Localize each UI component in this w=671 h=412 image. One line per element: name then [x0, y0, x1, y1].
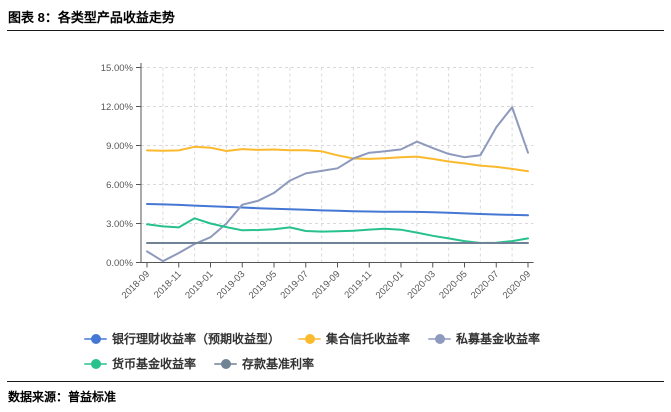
y-tick-label: 3.00%	[106, 219, 133, 230]
data-source-value: 普益标准	[68, 390, 117, 404]
y-tick-label: 15.00%	[101, 63, 134, 74]
legend-line-dot-icon	[428, 333, 452, 344]
chart-legend: 银行理财收益率（预期收益型） 集合信托收益率 私募基金收益率货币基金收益率 存款基准利…	[84, 330, 609, 372]
x-tick-label: 2020-03	[405, 269, 437, 301]
yield-trend-line-chart: 0.00%3.00%6.00%9.00%12.00%15.00%2018-09 2…	[101, 63, 534, 301]
legend-label: 银行理财收益率（预期收益型）	[112, 332, 281, 346]
legend-line-dot-icon	[84, 358, 107, 369]
series-line-3[interactable]	[146, 217, 529, 244]
figure-title: 图表 8：各类型产品收益走势	[8, 10, 175, 25]
legend-item-0[interactable]: 银行理财收益率（预期收益型）	[84, 330, 280, 347]
legend-line-dot-icon	[214, 358, 238, 369]
x-tick-label: 2019-09	[310, 269, 342, 301]
x-tick-label: 2019-07	[278, 269, 310, 301]
x-tick-label: 2020-07	[469, 269, 501, 301]
y-tick-label: 9.00%	[106, 141, 133, 152]
legend-line-dot-icon	[298, 333, 322, 344]
series-line-2[interactable]	[146, 106, 529, 263]
legend-item-4[interactable]: 存款基准利率	[214, 355, 314, 372]
footer-divider	[7, 381, 664, 382]
x-tick-label: 2018-11	[152, 269, 184, 301]
y-tick-label: 12.00%	[101, 102, 134, 113]
y-tick-label: 0.00%	[106, 258, 133, 269]
series-line-0[interactable]	[146, 203, 529, 217]
legend-item-3[interactable]: 货币基金收益率	[84, 355, 196, 372]
legend-line-dot-icon	[84, 333, 107, 344]
x-tick-label: 2019-01	[183, 269, 215, 301]
legend-label: 私募基金收益率	[456, 332, 541, 346]
x-tick-label: 2019-03	[215, 269, 247, 301]
y-tick-label: 6.00%	[106, 180, 133, 191]
x-tick-label: 2020-05	[437, 269, 469, 301]
legend-label: 集合信托收益率	[326, 332, 411, 346]
x-tick-label: 2018-09	[120, 269, 152, 301]
data-source-note: 数据来源：普益标准	[8, 388, 116, 405]
legend-label: 存款基准利率	[242, 357, 315, 371]
series-line-1[interactable]	[146, 145, 529, 173]
title-divider	[7, 30, 664, 31]
x-tick-label: 2020-09	[501, 269, 533, 301]
data-source-label: 数据来源：	[8, 390, 69, 404]
legend-label: 货币基金收益率	[112, 357, 197, 371]
x-tick-label: 2019-05	[247, 269, 279, 301]
x-tick-label: 2019-11	[342, 269, 374, 301]
legend-item-2[interactable]: 私募基金收益率	[428, 330, 540, 347]
legend-item-1[interactable]: 集合信托收益率	[298, 330, 410, 347]
x-tick-label: 2020-01	[374, 269, 406, 301]
